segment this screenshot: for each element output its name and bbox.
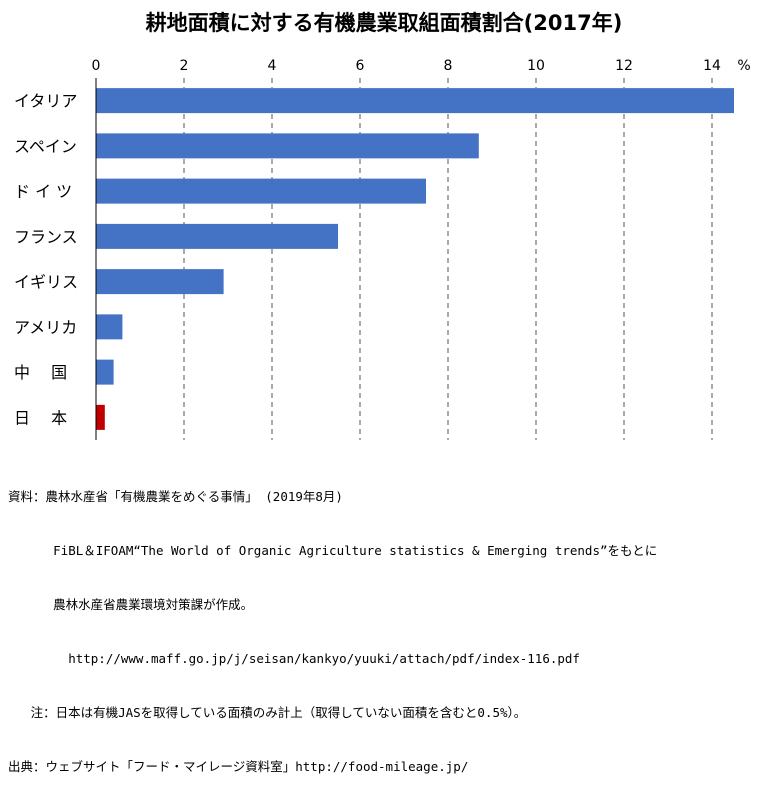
x-tick-label: 4 [268,58,277,74]
category-label: アメリカ [14,318,77,337]
category-label: 日 本 [14,408,67,427]
x-tick-label: 12 [615,58,633,74]
bar [96,404,105,430]
category-label: フランス [14,227,78,246]
x-axis-ticks: 0 2 4 6 8 10 12 14% [92,58,751,74]
bar [96,359,114,385]
bar [96,133,479,159]
note-line: 資料：農林水産省「有機農業をめぐる事情」 (2019年8月) [8,489,343,504]
category-label: スペイン [14,137,77,156]
chart-title: 耕地面積に対する有機農業取組面積割合(2017年) [146,11,623,35]
x-tick-label: 6 [356,58,365,74]
note-line: http://www.maff.go.jp/j/seisan/kankyo/yu… [8,651,580,666]
note-line: 出典：ウェブサイト「フード・マイレージ資料室」http://food-milea… [8,759,469,774]
x-tick-label: 0 [92,58,101,74]
x-tick-label: 14 [703,58,721,74]
source-notes: 資料：農林水産省「有機農業をめぐる事情」 (2019年8月) FiBL＆IFOA… [8,452,764,812]
bar [96,223,338,249]
category-label: ド イ ツ [14,182,72,201]
bar-chart: 耕地面積に対する有機農業取組面積割合(2017年) 0 2 4 6 8 10 12 14% イ… [14,11,751,440]
category-label: 中 国 [14,363,67,382]
category-label: イギリス [14,273,78,292]
bar [96,88,734,114]
x-tick-label: 8 [444,58,453,74]
note-line: 農林水産省農業環境対策課が作成。 [8,597,254,612]
grid-lines [183,78,713,440]
bar [96,269,224,295]
bars [96,88,734,430]
x-tick-label: 2 [180,58,189,74]
x-tick-label: 10 [527,58,545,74]
bar [96,314,123,340]
bar [96,178,426,204]
x-axis-unit-label: % [737,58,750,74]
chart-container: 耕地面積に対する有機農業取組面積割合(2017年) 0 2 4 6 8 10 12 14% イ… [8,11,751,774]
note-line: FiBL＆IFOAM“The World of Organic Agricult… [8,543,658,558]
note-line: 注：日本は有機JASを取得している面積のみ計上（取得していない面積を含むと0.5… [8,705,527,720]
category-label: イタリア [14,92,77,111]
